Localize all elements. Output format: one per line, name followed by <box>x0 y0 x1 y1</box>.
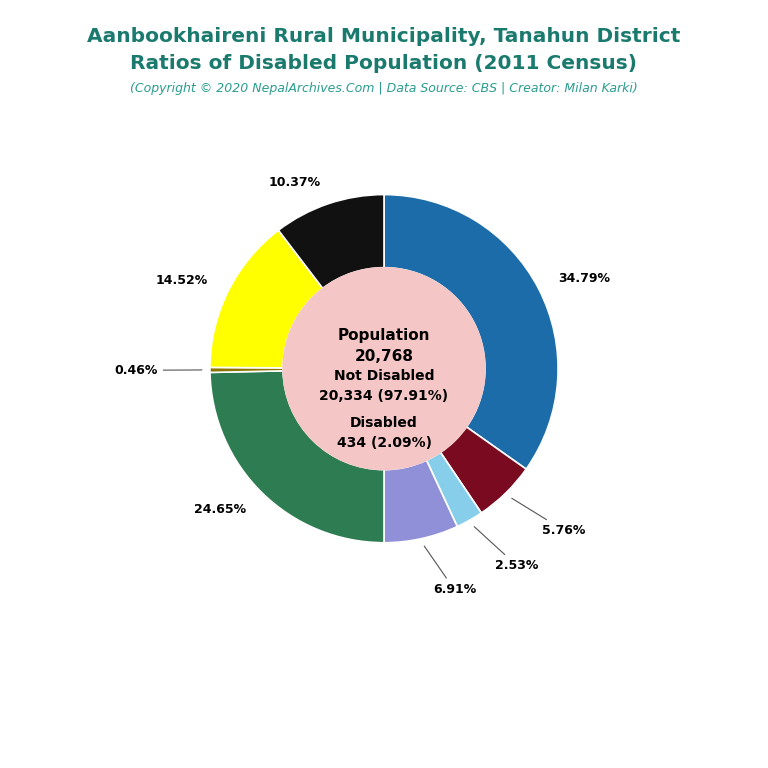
Text: Not Disabled
20,334 (97.91%): Not Disabled 20,334 (97.91%) <box>319 369 449 402</box>
Wedge shape <box>384 460 457 543</box>
Wedge shape <box>279 194 384 288</box>
Circle shape <box>283 268 485 469</box>
Text: Aanbookhaireni Rural Municipality, Tanahun District: Aanbookhaireni Rural Municipality, Tanah… <box>88 27 680 46</box>
Text: 2.53%: 2.53% <box>474 527 538 572</box>
Wedge shape <box>210 230 323 368</box>
Text: 10.37%: 10.37% <box>269 176 321 189</box>
Wedge shape <box>426 452 482 527</box>
Text: Disabled
434 (2.09%): Disabled 434 (2.09%) <box>336 416 432 450</box>
Text: 34.79%: 34.79% <box>558 272 611 285</box>
Text: 24.65%: 24.65% <box>194 503 247 516</box>
Text: 0.46%: 0.46% <box>114 364 202 377</box>
Wedge shape <box>441 427 526 513</box>
Text: 5.76%: 5.76% <box>511 498 586 537</box>
Wedge shape <box>210 371 384 543</box>
Text: Population
20,768: Population 20,768 <box>338 328 430 364</box>
Text: Ratios of Disabled Population (2011 Census): Ratios of Disabled Population (2011 Cens… <box>131 54 637 73</box>
Text: (Copyright © 2020 NepalArchives.Com | Data Source: CBS | Creator: Milan Karki): (Copyright © 2020 NepalArchives.Com | Da… <box>130 82 638 95</box>
Wedge shape <box>210 367 283 372</box>
Text: 6.91%: 6.91% <box>424 546 476 596</box>
Wedge shape <box>384 194 558 469</box>
Text: 14.52%: 14.52% <box>156 274 208 287</box>
